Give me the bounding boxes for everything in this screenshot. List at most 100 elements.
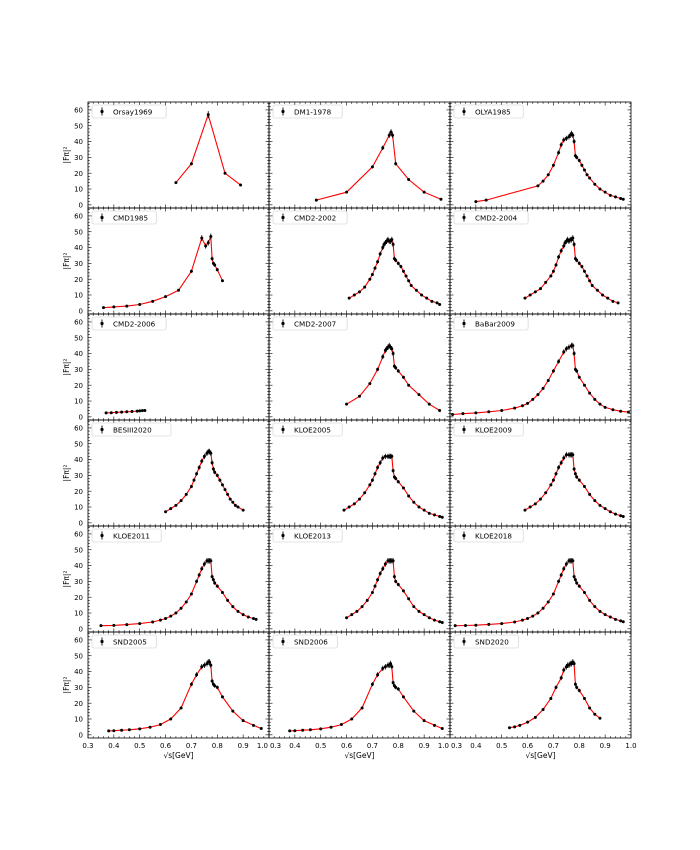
data-point [381, 666, 385, 670]
data-point [169, 507, 173, 511]
legend-label: DM1-1978 [294, 107, 332, 116]
data-point [593, 397, 597, 401]
series-line [348, 238, 440, 305]
data-point [112, 623, 116, 627]
y-tick-label: 50 [74, 440, 83, 448]
data-point [394, 366, 398, 370]
data-point [376, 367, 380, 371]
data-point [352, 293, 356, 297]
data-point [572, 140, 576, 144]
data-point [621, 620, 625, 624]
y-tick-label: 20 [74, 382, 83, 390]
legend-label: KLOE2018 [475, 531, 512, 540]
panel-kloe2005: KLOE2005 [268, 419, 451, 527]
data-point [487, 410, 491, 414]
data-point [231, 605, 235, 609]
data-point [200, 236, 204, 240]
data-point [536, 393, 540, 397]
legend-marker [281, 639, 285, 644]
data-point [567, 345, 571, 349]
data-point [559, 143, 563, 147]
data-point [417, 609, 421, 613]
data-point [363, 285, 367, 289]
data-point [390, 238, 394, 242]
legend-box [272, 104, 343, 119]
data-point [246, 615, 250, 619]
legend-label: BaBar2009 [475, 319, 515, 328]
y-tick-label: 0 [79, 519, 83, 527]
data-point [541, 708, 545, 712]
y-tick-label: 40 [74, 668, 83, 676]
x-tick-label: 0.3 [451, 742, 462, 750]
data-point [391, 681, 395, 685]
data-point [158, 723, 162, 727]
panel-kloe2009: KLOE2009 [449, 419, 632, 527]
data-point [288, 729, 292, 733]
panel-babar2009: BaBar2009 [449, 313, 632, 421]
data-point [611, 408, 615, 412]
legend-label: SND2006 [294, 637, 328, 646]
data-point [562, 567, 566, 571]
data-point [174, 503, 178, 507]
legend-label: CMD1985 [113, 213, 148, 222]
data-point [593, 182, 597, 186]
data-point [407, 494, 411, 498]
data-point [345, 402, 349, 406]
data-point [370, 682, 374, 686]
data-point [571, 133, 575, 137]
data-point [611, 299, 615, 303]
legend-marker [281, 321, 285, 326]
x-tick-label: 0.8 [393, 742, 404, 750]
data-point [585, 274, 589, 278]
data-point [112, 729, 116, 733]
data-point [582, 168, 586, 172]
y-tick-label: 50 [74, 546, 83, 554]
data-point [588, 706, 592, 710]
data-point [531, 397, 535, 401]
data-point [539, 287, 542, 291]
data-point [120, 410, 124, 414]
x-tick-label: 0.4 [289, 742, 301, 750]
x-tick-label: 0.7 [186, 742, 197, 750]
data-point [138, 727, 142, 731]
series-line [524, 236, 619, 304]
data-point [391, 469, 395, 473]
x-tick-label: 1.0 [625, 742, 636, 750]
legend-label: CMD2-2004 [475, 213, 518, 222]
data-point [585, 173, 589, 177]
data-point [189, 682, 193, 686]
data-point [169, 614, 173, 618]
y-tick-label: 30 [74, 366, 83, 374]
y-tick-label: 10 [74, 504, 83, 512]
legend-box [91, 104, 167, 119]
data-point [241, 613, 245, 617]
panel-snd2020: 0.3 0.4 0.5 0.6 0.7 0.8 0.9 1.0 √s[GeV] SND2020 [449, 631, 637, 760]
data-point [572, 662, 576, 666]
data-point [130, 409, 134, 413]
data-point [399, 265, 403, 269]
data-point [608, 193, 612, 197]
data-point [396, 261, 400, 265]
legend-marker [100, 215, 104, 220]
data-point [461, 412, 465, 416]
data-point [593, 712, 597, 716]
data-point [200, 459, 204, 463]
legend-box [91, 316, 167, 331]
data-point [451, 412, 455, 416]
y-tick-label: 40 [74, 244, 83, 252]
data-point [99, 624, 103, 628]
data-point [533, 715, 537, 719]
data-point [394, 477, 398, 481]
x-tick-label: 0.5 [496, 742, 507, 750]
data-point [564, 562, 568, 566]
data-point [582, 383, 586, 387]
y-tick-label: 30 [74, 684, 83, 692]
data-point [621, 515, 625, 519]
data-point [582, 696, 586, 700]
data-point [559, 461, 563, 465]
data-point [383, 562, 387, 566]
data-point [164, 295, 168, 299]
series-line [100, 560, 257, 627]
data-point [425, 296, 429, 300]
